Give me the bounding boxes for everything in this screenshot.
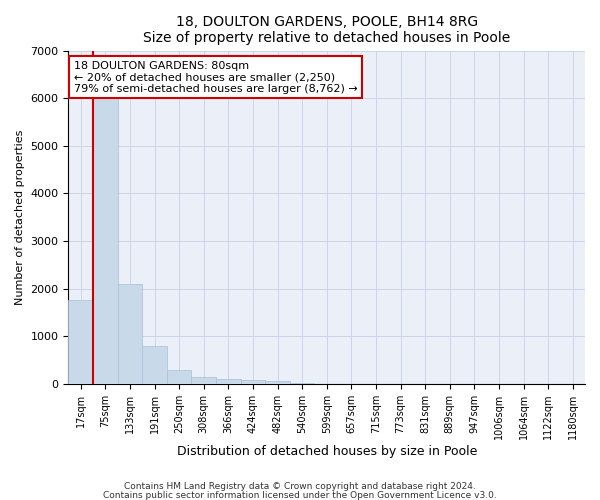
Bar <box>216 379 241 384</box>
Bar <box>241 380 265 384</box>
Bar <box>167 370 191 384</box>
Y-axis label: Number of detached properties: Number of detached properties <box>15 130 25 305</box>
Bar <box>142 346 167 384</box>
Bar <box>191 376 216 384</box>
Bar <box>93 88 118 384</box>
Bar <box>265 382 290 384</box>
Bar <box>68 300 93 384</box>
X-axis label: Distribution of detached houses by size in Poole: Distribution of detached houses by size … <box>176 444 477 458</box>
Text: 18 DOULTON GARDENS: 80sqm
← 20% of detached houses are smaller (2,250)
79% of se: 18 DOULTON GARDENS: 80sqm ← 20% of detac… <box>74 60 358 94</box>
Text: Contains public sector information licensed under the Open Government Licence v3: Contains public sector information licen… <box>103 491 497 500</box>
Bar <box>118 284 142 384</box>
Title: 18, DOULTON GARDENS, POOLE, BH14 8RG
Size of property relative to detached house: 18, DOULTON GARDENS, POOLE, BH14 8RG Siz… <box>143 15 511 45</box>
Text: Contains HM Land Registry data © Crown copyright and database right 2024.: Contains HM Land Registry data © Crown c… <box>124 482 476 491</box>
